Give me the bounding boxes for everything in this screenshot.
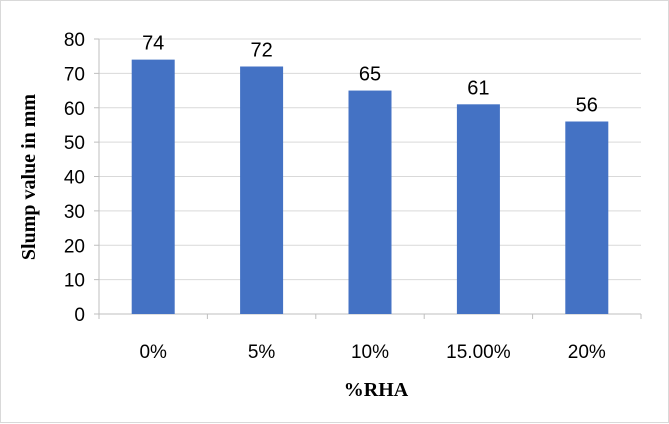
x-tick-label: 0% (139, 342, 167, 363)
data-labels: 74 72 65 61 56 (142, 33, 598, 117)
y-tick-labels: 0 10 20 30 40 50 60 70 80 (64, 30, 85, 326)
y-tick-label: 0 (74, 305, 85, 326)
data-label: 65 (359, 64, 381, 86)
data-label: 56 (576, 95, 598, 117)
y-tick-label: 70 (64, 64, 85, 85)
y-axis-title: Slump value in mm (18, 94, 40, 260)
x-tick-label: 10% (351, 342, 389, 363)
data-label: 72 (250, 40, 272, 62)
data-label: 74 (142, 33, 164, 55)
bar (348, 90, 392, 314)
bar (131, 59, 175, 314)
bar (240, 66, 284, 314)
x-tick-labels: 0% 5% 10% 15.00% 20% (139, 342, 605, 363)
x-axis-title: %RHA (344, 379, 409, 401)
bar (456, 104, 500, 314)
y-tick-label: 50 (64, 133, 85, 154)
y-tick-label: 20 (64, 236, 85, 257)
y-tick-label: 40 (64, 168, 85, 189)
data-label: 61 (467, 77, 489, 99)
x-tick-label: 20% (568, 342, 606, 363)
bar (565, 121, 609, 314)
y-tick-label: 60 (64, 99, 85, 120)
y-tick-label: 30 (64, 202, 85, 223)
bars (131, 59, 609, 314)
y-tick-label: 80 (64, 30, 85, 51)
y-tick-label: 10 (64, 271, 85, 292)
x-tick-label: 5% (248, 342, 276, 363)
x-tick-label: 15.00% (446, 342, 511, 363)
